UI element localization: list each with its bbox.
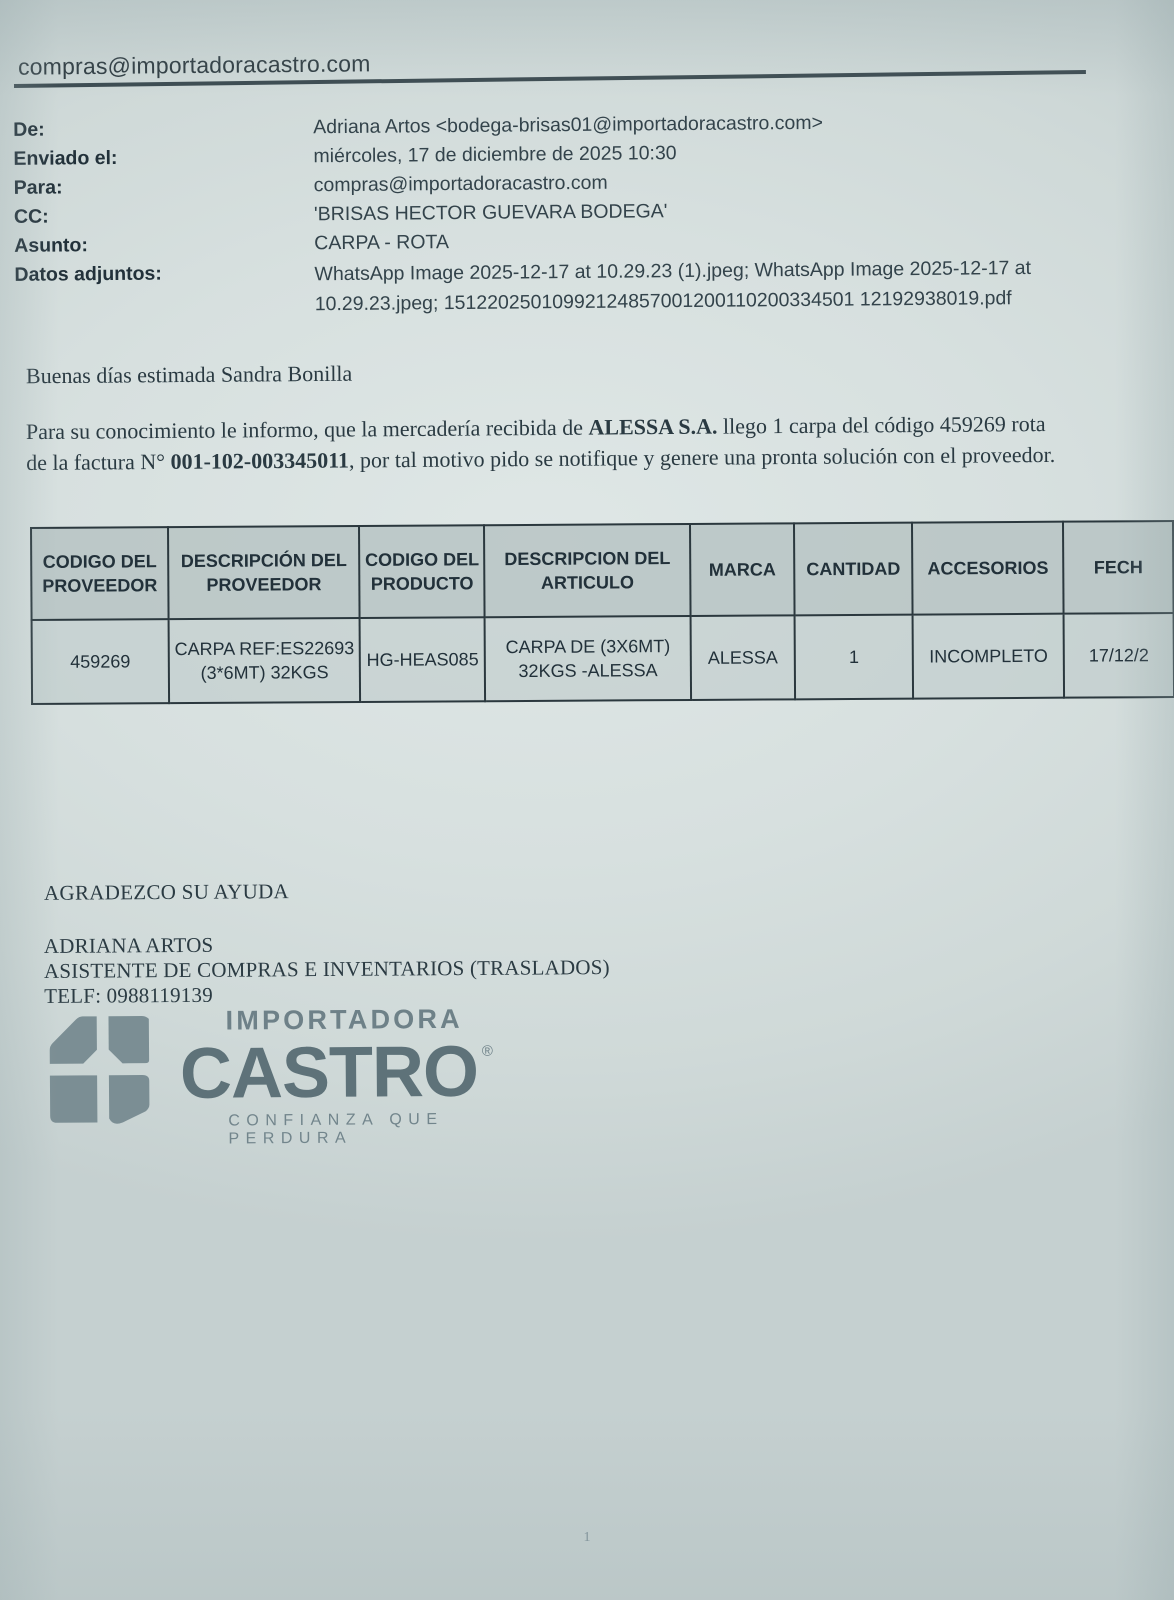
cell-fecha: 17/12/2 xyxy=(1063,613,1174,698)
cell-codigo-producto: HG-HEAS085 xyxy=(359,617,486,702)
invoice-number: 001-102-003345011 xyxy=(170,447,350,474)
castro-diamond-icon xyxy=(49,1016,150,1124)
email-meta-block: De: Adriana Artos <bodega-brisas01@impor… xyxy=(13,107,1135,324)
signature-role: ASISTENTE DE COMPRAS E INVENTARIOS (TRAS… xyxy=(43,955,610,983)
logo-castro-row: CASTRO ® xyxy=(179,1031,561,1114)
meta-label-para: Para: xyxy=(13,176,63,199)
column-header-cantidad: CANTIDAD xyxy=(793,522,913,616)
meta-value-de: Adriana Artos <bodega-brisas01@importado… xyxy=(313,111,824,139)
signature-block: ADRIANA ARTOS ASISTENTE DE COMPRAS E INV… xyxy=(44,930,610,1009)
cell-marca: ALESSA xyxy=(690,615,796,700)
meta-label-de: De: xyxy=(13,118,45,141)
body-paragraph: Para su conocimiento le informo, que la … xyxy=(26,408,1056,478)
meta-label-adjuntos: Datos adjuntos: xyxy=(14,262,162,286)
meta-value-enviado: miércoles, 17 de diciembre de 2025 10:30 xyxy=(313,142,677,168)
meta-value-para: compras@importadoracastro.com xyxy=(313,171,608,197)
table-header-row: CODIGO DEL PROVEEDOR DESCRIPCIÓN DEL PRO… xyxy=(31,521,1174,620)
logo-wordmark: IMPORTADORA CASTRO ® CONFIANZA QUE PERDU… xyxy=(180,1003,561,1149)
column-header-codigo-producto: CODIGO DEL PRODUCTO xyxy=(359,525,485,618)
logo-castro-text: CASTRO xyxy=(179,1031,479,1114)
supplier-name: ALESSA S.A. xyxy=(588,413,718,440)
column-header-descripcion-proveedor: DESCRIPCIÓN DEL PROVEEDOR xyxy=(167,525,360,620)
registered-trademark-icon: ® xyxy=(481,1042,493,1060)
meta-value-adjuntos: WhatsApp Image 2025-12-17 at 10.29.23 (1… xyxy=(314,257,1032,316)
table-body: 459269 CARPA REF:ES22693 (3*6MT) 32KGS H… xyxy=(31,613,1174,704)
logo-tagline: CONFIANZA QUE PERDURA xyxy=(228,1110,444,1148)
table-header: CODIGO DEL PROVEEDOR DESCRIPCIÓN DEL PRO… xyxy=(31,521,1174,620)
meta-label-cc: CC: xyxy=(13,205,49,228)
cell-descripcion-articulo: CARPA DE (3X6MT) 32KGS -ALESSA xyxy=(484,615,692,702)
cell-descripcion-proveedor: CARPA REF:ES22693 (3*6MT) 32KGS xyxy=(168,617,361,704)
column-header-fecha: FECH xyxy=(1063,521,1174,614)
page-number: 1 xyxy=(583,1530,591,1545)
column-header-marca: MARCA xyxy=(690,523,795,616)
meta-label-enviado: Enviado el: xyxy=(13,146,118,170)
cell-accesorios: INCOMPLETO xyxy=(912,613,1065,699)
signature-thanks: AGRADEZCO SU AYUDA xyxy=(43,879,290,905)
meta-value-cc: 'BRISAS HECTOR GUEVARA BODEGA' xyxy=(313,200,668,226)
damage-report-table: CODIGO DEL PROVEEDOR DESCRIPCIÓN DEL PRO… xyxy=(30,520,1174,705)
meta-row-adjuntos: Datos adjuntos: WhatsApp Image 2025-12-1… xyxy=(14,252,1134,322)
body-greeting: Buenas días estimada Sandra Bonilla xyxy=(25,360,353,389)
header-email-address: compras@importadoracastro.com xyxy=(17,50,371,80)
cell-cantidad: 1 xyxy=(794,614,914,700)
column-header-accesorios: ACCESORIOS xyxy=(912,521,1064,615)
meta-value-asunto: CARPA - ROTA xyxy=(314,231,450,255)
paragraph-text-3: , por tal motivo pido se notifique y gen… xyxy=(348,441,1056,473)
paragraph-text-1: Para su conocimiento le informo, que la … xyxy=(25,414,589,445)
meta-label-asunto: Asunto: xyxy=(14,234,88,257)
damage-report-table-wrapper: CODIGO DEL PROVEEDOR DESCRIPCIÓN DEL PRO… xyxy=(30,520,1174,705)
column-header-descripcion-articulo: DESCRIPCION DEL ARTICULO xyxy=(484,523,691,618)
table-row: 459269 CARPA REF:ES22693 (3*6MT) 32KGS H… xyxy=(31,613,1174,704)
company-logo: IMPORTADORA CASTRO ® CONFIANZA QUE PERDU… xyxy=(40,1003,561,1149)
column-header-codigo-proveedor: CODIGO DEL PROVEEDOR xyxy=(31,527,169,620)
cell-codigo-proveedor: 459269 xyxy=(31,619,170,704)
